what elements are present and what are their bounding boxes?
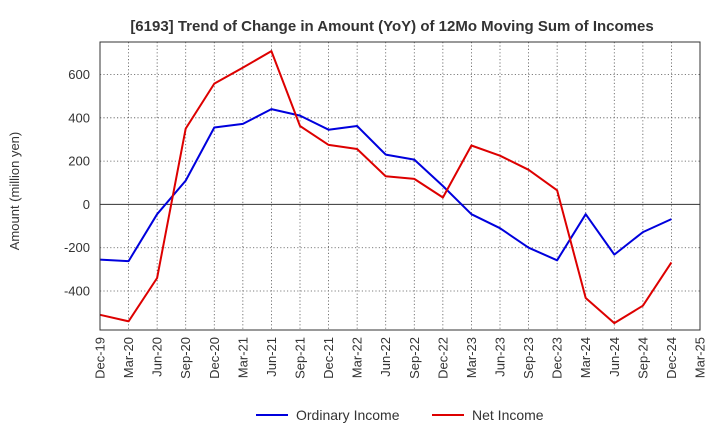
x-tick-label: Jun-21 (264, 337, 279, 377)
plot-frame (99, 41, 701, 331)
x-tick-label: Mar-22 (350, 337, 365, 378)
y-tick-label: 600 (68, 67, 90, 82)
y-tick-label: 0 (83, 197, 90, 212)
legend-label-ordinary-income: Ordinary Income (296, 407, 400, 423)
x-tick-label: Dec-24 (664, 337, 679, 379)
legend-label-net-income: Net Income (472, 407, 544, 423)
x-tick-label: Sep-22 (407, 337, 422, 379)
x-tick-label: Jun-22 (378, 337, 393, 377)
x-tick-label: Sep-24 (635, 337, 650, 379)
gridlines (99, 42, 701, 330)
x-tick-label: Mar-20 (121, 337, 136, 378)
x-tick-label: Sep-23 (521, 337, 536, 379)
net-income-line (99, 50, 673, 325)
y-tick-label: -400 (64, 284, 90, 299)
x-tick-label: Jun-24 (607, 337, 622, 377)
y-tick-label: -200 (64, 240, 90, 255)
x-tick-label: Jun-20 (150, 337, 165, 377)
x-tick-label: Mar-24 (578, 337, 593, 378)
y-tick-label: 200 (68, 154, 90, 169)
x-tick-label: Dec-20 (207, 337, 222, 379)
ordinary-income-line (99, 108, 672, 263)
x-tick-label: Dec-19 (93, 337, 108, 379)
legend: Ordinary Income Net Income (256, 407, 544, 423)
x-tick-label: Dec-22 (435, 337, 450, 379)
series-layer (99, 50, 673, 325)
chart-title: [6193] Trend of Change in Amount (YoY) o… (130, 18, 653, 35)
x-tick-label: Mar-21 (235, 337, 250, 378)
x-tick-label: Sep-21 (293, 337, 308, 379)
x-tick-label: Dec-23 (550, 337, 565, 379)
y-axis-label: Amount (million yen) (7, 132, 22, 251)
axes: 600 400 200 0 -200 -400 Dec-19 Mar-20 Jun-20 Sep-… (64, 41, 708, 379)
x-tick-label: Sep-20 (178, 337, 193, 379)
x-tick-label: Mar-25 (693, 337, 708, 378)
y-tick-label: 400 (68, 110, 90, 125)
x-tick-label: Jun-23 (493, 337, 508, 377)
x-tick-label: Mar-23 (464, 337, 479, 378)
x-tick-label: Dec-21 (321, 337, 336, 379)
